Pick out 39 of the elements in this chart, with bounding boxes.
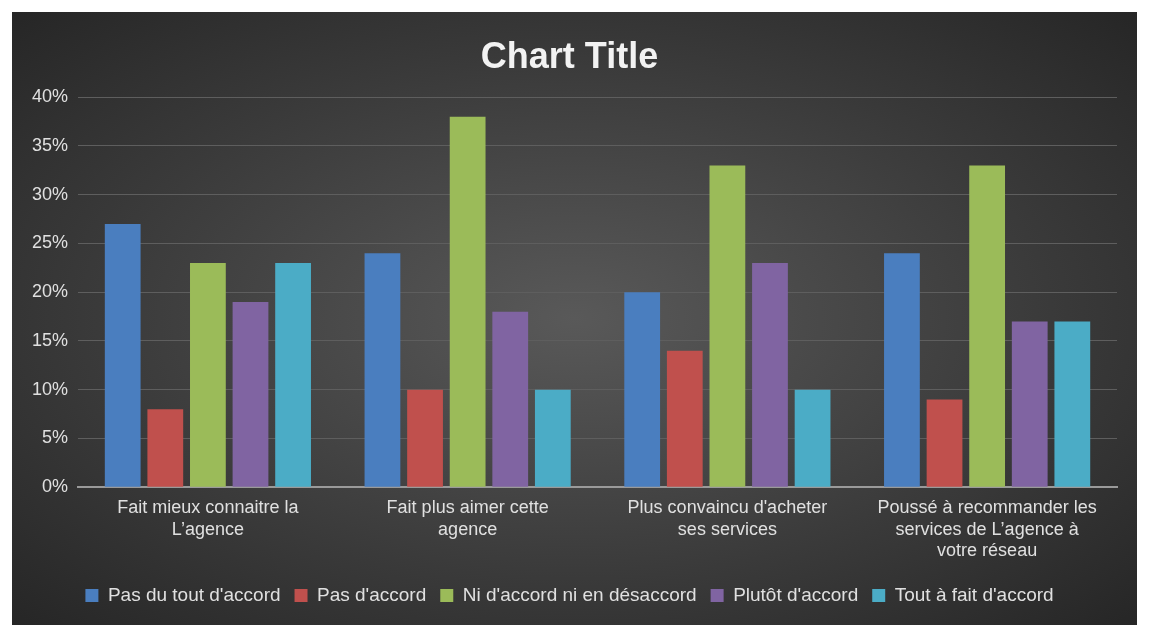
x-tick-label: Poussé à recommander les services de L’agence à votre réseau <box>877 496 1097 561</box>
legend-label: Pas d'accord <box>317 583 427 605</box>
chart-title: Chart Title <box>480 34 659 76</box>
bar <box>492 311 529 487</box>
bar <box>534 389 571 487</box>
y-tick-label: 30% <box>32 183 69 204</box>
legend-label: Plutôt d'accord <box>733 583 859 605</box>
x-tick-label: Fait plus aimer cette agence <box>386 496 549 539</box>
bar <box>624 292 661 487</box>
bar <box>449 116 486 487</box>
bar <box>407 389 443 487</box>
bar <box>1054 321 1091 487</box>
bar <box>666 350 703 487</box>
bar <box>926 399 963 487</box>
bar <box>232 301 269 487</box>
y-tick-label: 0% <box>42 476 69 497</box>
bar <box>364 253 401 487</box>
y-tick-label: 15% <box>32 329 69 350</box>
bar <box>1011 321 1048 487</box>
bar <box>147 409 184 487</box>
y-tick-label: 40% <box>32 86 69 107</box>
bar <box>969 165 1006 487</box>
bar <box>884 253 920 487</box>
bar <box>794 389 831 487</box>
legend-label: Tout à fait d'accord <box>894 583 1054 605</box>
y-tick-label: 35% <box>32 134 69 155</box>
bar <box>104 223 141 487</box>
y-tick-label: 20% <box>32 281 69 302</box>
legend-label: Pas du tout d'accord <box>107 583 281 605</box>
bar <box>752 262 788 487</box>
bar <box>275 262 311 487</box>
legend-label: Ni d'accord ni en désaccord <box>462 583 697 605</box>
y-tick-label: 10% <box>32 378 69 399</box>
y-tick-label: 25% <box>32 232 69 253</box>
x-tick-label: Fait mieux connaitre la L’agence <box>117 496 300 539</box>
x-tick-label: Plus convaincu d'acheter ses services <box>627 496 828 539</box>
y-tick-label: 5% <box>42 427 69 448</box>
bar <box>190 262 226 487</box>
bar <box>709 165 746 487</box>
